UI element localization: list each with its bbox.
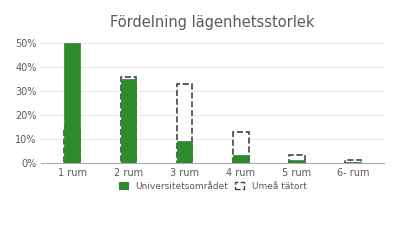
Bar [233, 156, 249, 163]
Bar [289, 160, 305, 163]
Bar [345, 162, 361, 163]
Bar [120, 79, 136, 163]
Bar [345, 160, 361, 163]
Bar [64, 127, 80, 163]
Bar [233, 132, 249, 163]
Bar [289, 156, 305, 163]
Title: Fördelning lägenhetsstorlek: Fördelning lägenhetsstorlek [111, 15, 315, 30]
Bar [177, 141, 192, 163]
Legend: Universitetsområdet, Umeå tätort: Universitetsområdet, Umeå tätort [115, 178, 310, 194]
Bar [64, 43, 80, 163]
Bar [120, 77, 136, 163]
Bar [177, 84, 192, 163]
